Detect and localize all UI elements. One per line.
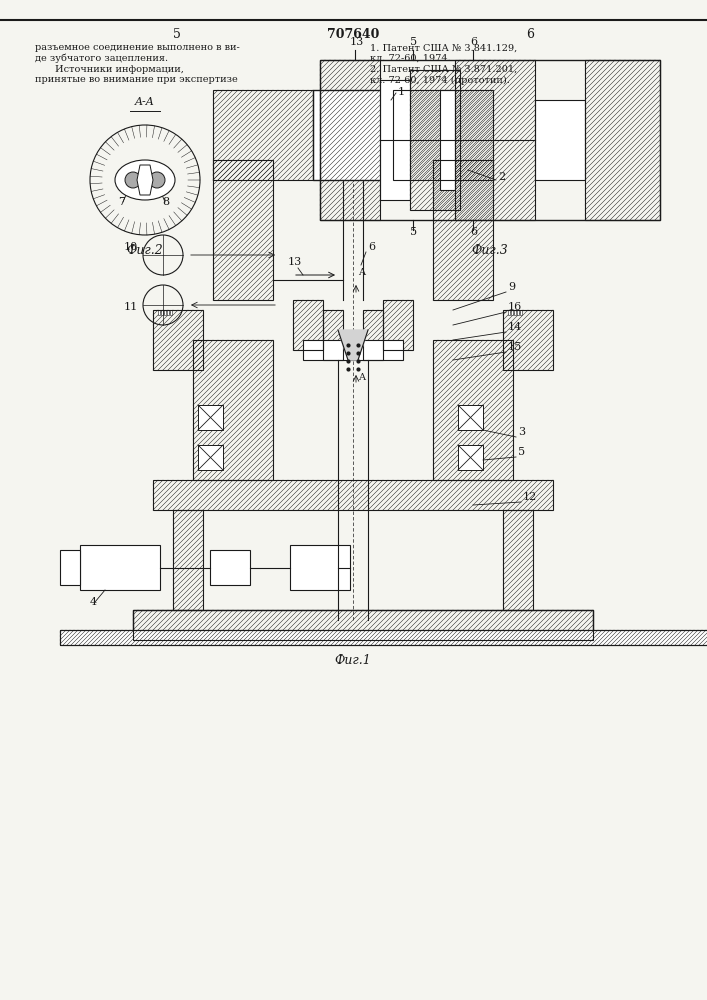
Bar	[503, 510, 533, 610]
Circle shape	[125, 172, 141, 188]
Bar	[508, 310, 510, 315]
Text: 1: 1	[398, 87, 405, 97]
Text: кл. 72-60, 1974 (прототип).: кл. 72-60, 1974 (прототип).	[370, 75, 510, 85]
Bar	[323, 310, 343, 360]
Text: 16: 16	[508, 302, 522, 312]
Bar	[153, 480, 553, 510]
Bar	[410, 70, 460, 210]
Bar	[210, 550, 250, 585]
Bar	[303, 340, 403, 360]
Text: Фиг.2: Фиг.2	[127, 243, 163, 256]
Text: 6: 6	[470, 37, 477, 47]
Bar	[433, 160, 493, 300]
Bar	[393, 90, 493, 180]
Text: 10: 10	[124, 242, 138, 252]
Bar	[213, 90, 313, 180]
Bar	[60, 550, 80, 585]
Text: 12: 12	[523, 492, 537, 502]
Bar	[313, 90, 393, 180]
Polygon shape	[137, 165, 153, 195]
Bar	[440, 90, 455, 190]
Text: 9: 9	[508, 282, 515, 292]
Text: 13: 13	[288, 257, 303, 267]
Text: 1. Патент США № 3.841.129,: 1. Патент США № 3.841.129,	[370, 43, 518, 52]
Text: A: A	[358, 373, 365, 382]
Bar	[158, 310, 160, 315]
Bar	[514, 310, 516, 315]
Text: 5: 5	[410, 37, 417, 47]
Bar	[320, 60, 380, 220]
Ellipse shape	[115, 160, 175, 200]
Text: кл. 72-60, 1974.: кл. 72-60, 1974.	[370, 53, 451, 62]
Bar	[198, 445, 223, 470]
Bar	[458, 405, 483, 430]
Text: Фиг.1: Фиг.1	[334, 654, 371, 666]
Bar	[458, 445, 483, 470]
Text: 8: 8	[162, 197, 169, 207]
Text: 707640: 707640	[327, 28, 379, 41]
Bar	[520, 310, 522, 315]
Bar	[433, 340, 513, 480]
Bar	[503, 310, 553, 370]
Bar	[290, 545, 350, 590]
Bar	[198, 405, 223, 430]
Bar	[80, 545, 160, 590]
Text: 7: 7	[118, 197, 125, 207]
Bar	[213, 160, 273, 300]
Bar	[380, 80, 410, 200]
Text: 3: 3	[518, 427, 525, 437]
Bar	[511, 310, 513, 315]
Text: 13: 13	[350, 37, 364, 47]
Text: Источники информации,: Источники информации,	[55, 64, 184, 74]
Text: 6: 6	[470, 227, 477, 237]
Bar	[455, 60, 535, 220]
Polygon shape	[338, 330, 368, 360]
Bar	[517, 310, 519, 315]
Bar	[320, 60, 660, 220]
Bar	[535, 100, 585, 180]
Text: 2: 2	[498, 172, 505, 182]
Text: Фиг.3: Фиг.3	[472, 243, 508, 256]
Text: принятые во внимание при экспертизе: принятые во внимание при экспертизе	[35, 76, 238, 85]
Bar	[60, 630, 707, 645]
Text: A-A: A-A	[135, 97, 155, 107]
Text: 14: 14	[508, 322, 522, 332]
Text: 6: 6	[368, 242, 375, 252]
Text: 5: 5	[410, 227, 417, 237]
Bar	[153, 310, 203, 370]
Text: разъемное соединение выполнено в ви-: разъемное соединение выполнено в ви-	[35, 43, 240, 52]
Text: 11: 11	[124, 302, 138, 312]
Bar	[363, 310, 383, 360]
Bar	[167, 310, 169, 315]
Bar	[133, 610, 593, 640]
Text: 2. Патент США № 3.871.201,: 2. Патент США № 3.871.201,	[370, 64, 518, 74]
Bar	[173, 510, 203, 610]
Bar	[383, 300, 413, 350]
Text: A: A	[358, 268, 365, 277]
Text: 6: 6	[526, 28, 534, 41]
Bar	[161, 310, 163, 315]
Text: 15: 15	[508, 342, 522, 352]
Bar	[133, 610, 593, 640]
Bar	[164, 310, 166, 315]
Text: 5: 5	[518, 447, 525, 457]
Text: 5: 5	[173, 28, 181, 41]
Bar	[293, 300, 323, 350]
Bar	[60, 630, 707, 645]
Text: де зубчатого зацепления.: де зубчатого зацепления.	[35, 53, 168, 63]
Bar	[170, 310, 172, 315]
Bar	[585, 60, 660, 220]
Bar	[193, 340, 273, 480]
Text: 4: 4	[90, 597, 97, 607]
Circle shape	[149, 172, 165, 188]
